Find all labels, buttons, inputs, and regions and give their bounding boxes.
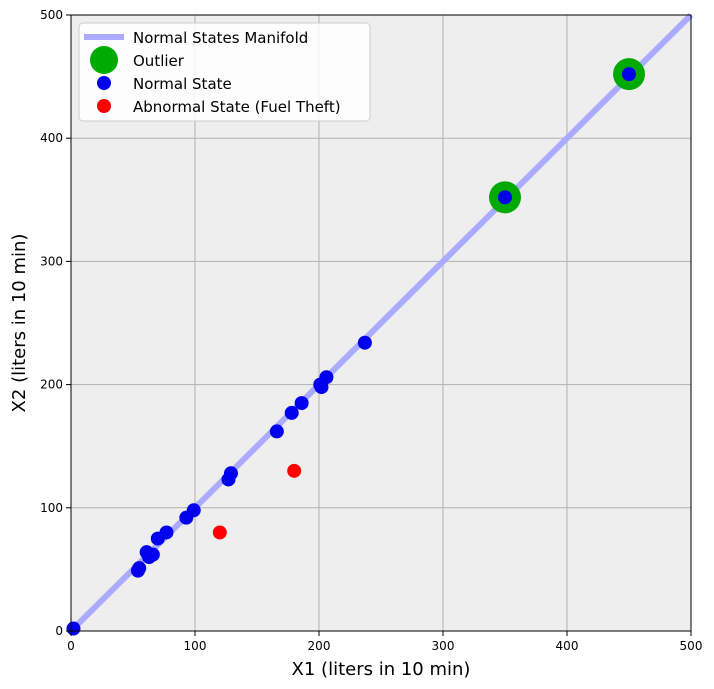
plot-frame: [70, 14, 692, 632]
abnormal-state-point: [212, 525, 227, 540]
ticks: 0 100 200 300 400 500 0 100 200 300 400 500: [40, 8, 702, 653]
y-tick-label: 200: [40, 378, 63, 392]
y-axis-label: X2 (liters in 10 min): [9, 234, 30, 413]
y-tick-label: 300: [40, 254, 63, 268]
y-tick-label: 0: [55, 624, 63, 638]
legend-manifold-label: Normal States Manifold: [133, 29, 308, 47]
legend: Normal States Manifold Outlier Normal St…: [78, 22, 371, 122]
normal-state-point: [66, 621, 81, 636]
normal-state-point: [319, 370, 334, 385]
x-axis-label: X1 (liters in 10 min): [292, 659, 471, 680]
y-tick-label: 100: [40, 501, 63, 515]
normal-state-point: [132, 561, 147, 576]
normal-state-point: [284, 405, 299, 420]
x-tick-label: 300: [432, 639, 455, 653]
legend-normal-label: Normal State: [133, 75, 232, 93]
normal-state-point: [159, 525, 174, 540]
legend-normal-swatch: [97, 76, 111, 90]
manifold-line: [68, 12, 694, 634]
x-tick-label: 0: [67, 639, 75, 653]
legend-abnormal-swatch: [97, 99, 111, 113]
normal-state-point: [145, 547, 160, 562]
legend-outlier-label: Outlier: [133, 52, 185, 70]
x-tick-label: 400: [556, 639, 579, 653]
normal-state-point: [223, 466, 238, 481]
x-tick-label: 200: [308, 639, 331, 653]
legend-box: [78, 22, 371, 122]
y-tick-label: 400: [40, 131, 63, 145]
normal-state-point: [269, 424, 284, 439]
normal-state-point: [357, 335, 372, 350]
legend-outlier-swatch: [90, 46, 118, 74]
x-tick-label: 100: [184, 639, 207, 653]
normal-state-point: [186, 503, 201, 518]
abnormal-state-point: [287, 463, 302, 478]
normal-state-point: [498, 190, 512, 205]
data-layer: [66, 12, 694, 636]
normal-state-point: [294, 396, 309, 411]
y-tick-label: 500: [40, 8, 63, 22]
normal-state-point: [622, 67, 636, 82]
x-tick-label: 500: [680, 639, 703, 653]
legend-abnormal-label: Abnormal State (Fuel Theft): [133, 98, 341, 116]
